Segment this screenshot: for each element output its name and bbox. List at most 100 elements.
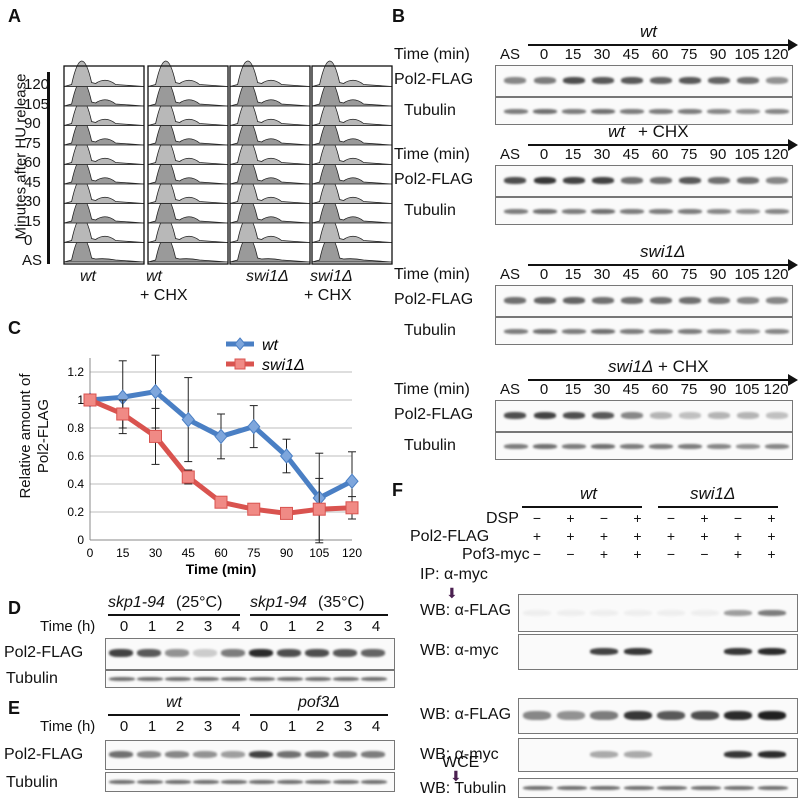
western-blot — [495, 97, 793, 125]
condition-underline — [108, 614, 240, 616]
panel-label-e: E — [8, 698, 21, 718]
lane-label: 2 — [175, 718, 185, 735]
blot-band — [137, 677, 163, 681]
data-point — [181, 411, 195, 428]
blot-band — [504, 412, 526, 419]
sign-label: − — [599, 510, 609, 526]
blot-band — [766, 297, 788, 304]
facs-histogram — [311, 197, 393, 224]
blot-band — [591, 109, 615, 114]
blot-band — [679, 77, 701, 84]
facs-histogram — [311, 138, 393, 165]
sign-label: − — [666, 510, 676, 526]
panel-a-column-sublabel: + CHX — [304, 287, 352, 304]
sign-label: − — [666, 546, 676, 562]
row-label: Pol2-FLAG — [394, 71, 474, 88]
arrow-head-icon — [788, 259, 798, 271]
facs-histogram — [311, 158, 393, 185]
blot-title-suffix: + CHX — [658, 357, 709, 376]
blot-band — [724, 648, 752, 655]
western-blot — [518, 698, 798, 734]
lane-label: 30 — [593, 266, 611, 283]
lane-label: 75 — [680, 266, 698, 283]
panel-a-column-label: wt — [146, 268, 162, 285]
facs-histogram — [229, 158, 311, 185]
blot-title: wt — [640, 22, 657, 41]
time-label: Time (h) — [40, 718, 96, 735]
group-underline — [658, 506, 778, 508]
blot-band — [621, 177, 643, 184]
western-blot — [495, 65, 793, 97]
data-point — [214, 495, 228, 509]
blot-band — [221, 677, 247, 681]
western-blot — [518, 778, 798, 798]
panel-label-f: F — [392, 480, 403, 500]
facs-frame — [229, 65, 311, 265]
blot-band — [165, 780, 191, 784]
blot-label: WB: α-FLAG — [420, 706, 512, 723]
lane-label: 60 — [651, 381, 669, 398]
blot-band — [562, 444, 586, 449]
blot-band — [590, 786, 620, 790]
facs-column — [63, 60, 145, 263]
panel-a-tick-label: 75 — [24, 134, 41, 152]
lane-label: 75 — [680, 146, 698, 163]
sign-label: + — [566, 528, 575, 544]
facs-histogram — [147, 60, 229, 87]
row-label: Tubulin — [6, 670, 58, 687]
blot-band — [333, 780, 359, 784]
time-arrow — [528, 44, 790, 46]
blot-band — [621, 77, 643, 84]
lane-label: 120 — [763, 381, 789, 398]
panel-a: Minutes after HU release 120 105 90 75 60 45 3… — [0, 0, 395, 318]
blot-band — [591, 444, 615, 449]
x-tick-label: 60 — [214, 546, 228, 560]
lane-label: 90 — [709, 46, 727, 63]
sign-label: + — [633, 510, 642, 526]
lane-label: 60 — [651, 146, 669, 163]
blot-band — [333, 677, 359, 681]
sign-label: + — [599, 546, 609, 562]
legend-label: wt — [262, 337, 279, 354]
data-point — [214, 428, 228, 445]
blot-band — [724, 610, 752, 616]
lane-label: 0 — [539, 266, 549, 283]
y-tick-label: 0.2 — [67, 505, 84, 519]
panel-a-column-label: swi1Δ — [310, 268, 353, 285]
blot-band — [333, 751, 357, 758]
time-label: Time (min) — [394, 146, 470, 163]
sign-label: + — [767, 510, 776, 526]
blot-band — [221, 649, 245, 657]
blot-band — [649, 444, 673, 449]
facs-histogram — [63, 60, 145, 87]
blot-band — [707, 329, 731, 334]
panel-c: Relative amount of Pol2-FLAG 0 0.2 0.4 0.6 0… — [0, 318, 395, 593]
blot-band — [592, 77, 614, 84]
facs-histogram — [147, 197, 229, 224]
condition-underline — [250, 714, 388, 716]
western-blot — [105, 638, 395, 670]
sign-label: + — [767, 528, 776, 544]
panel-a-tick-label: 120 — [24, 76, 50, 93]
blot-band — [305, 751, 329, 758]
row-label: Tubulin — [404, 322, 456, 339]
blot-band — [109, 780, 135, 784]
blot-title: wt — [608, 122, 625, 141]
blot-band — [657, 610, 685, 616]
panel-label-d: D — [8, 598, 21, 618]
blot-band — [534, 412, 556, 419]
row-label: Pol2-FLAG — [4, 746, 84, 763]
blot-band — [650, 412, 672, 419]
blot-band — [109, 751, 133, 758]
facs-histogram — [229, 119, 311, 146]
blot-band — [724, 786, 754, 790]
row-label: Pol2-FLAG — [410, 528, 490, 545]
blot-band — [737, 177, 759, 184]
as-lane-label: AS — [500, 46, 521, 63]
western-blot — [495, 317, 793, 345]
blot-label: WB: Tubulin — [420, 780, 507, 797]
blot-band — [193, 751, 217, 758]
blot-band — [757, 711, 786, 720]
row-label: WCE — [442, 754, 480, 771]
lane-label: 4 — [231, 618, 241, 635]
